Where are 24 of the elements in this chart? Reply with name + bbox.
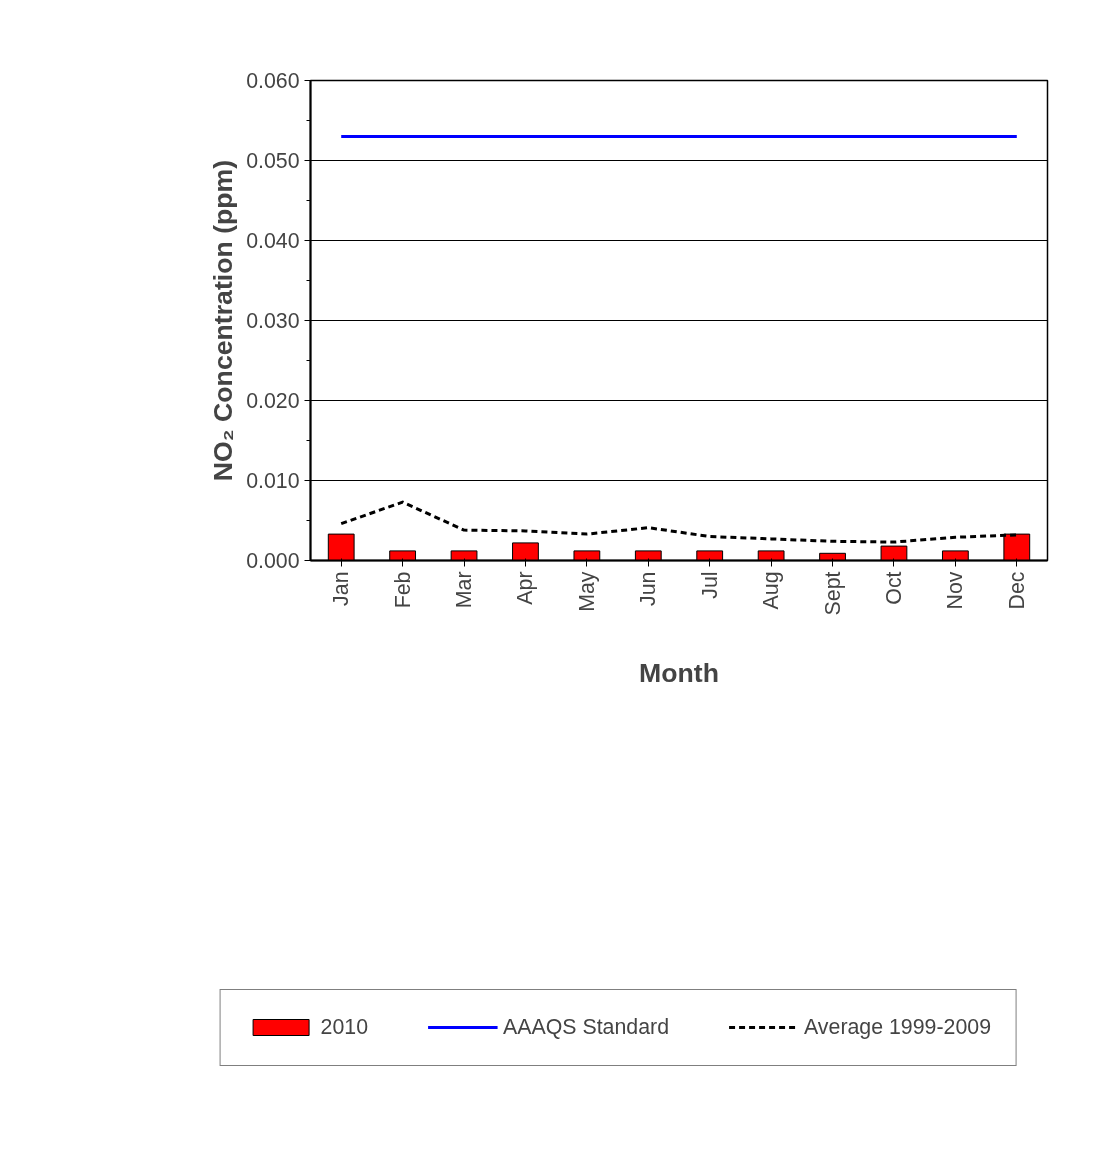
y-tick-label: 0.010 — [246, 469, 300, 493]
x-tick-label: Oct — [881, 571, 906, 605]
legend-label: 2010 — [320, 1014, 369, 1040]
x-tick-label: May — [574, 571, 599, 612]
y-tick-label: 0.050 — [246, 149, 300, 173]
y-axis-title: NO₂ Concentration (ppm) — [208, 159, 239, 482]
y-tick-label: 0.060 — [246, 69, 300, 93]
x-tick-label: Jan — [329, 571, 354, 606]
y-tick-label: 0.000 — [246, 549, 300, 573]
legend-label: AAAQS Standard — [503, 1014, 670, 1040]
x-tick-label: Jul — [697, 571, 722, 599]
y-tick-label: 0.040 — [246, 229, 300, 253]
y-tick-label: 0.030 — [246, 309, 300, 333]
x-tick-label: Aug — [759, 571, 784, 610]
x-tick-label: Dec — [1004, 571, 1029, 610]
x-tick-label: Nov — [943, 571, 968, 610]
x-tick-label: Jun — [636, 571, 661, 606]
x-tick-label: Feb — [390, 571, 415, 609]
x-tick-label: Sept — [820, 571, 845, 616]
x-tick-label: Mar — [452, 571, 477, 609]
y-tick-label: 0.020 — [246, 389, 300, 413]
legend-label: Average 1999-2009 — [804, 1014, 991, 1040]
x-axis-title: Month — [639, 658, 719, 689]
x-tick-label: Apr — [513, 571, 538, 605]
